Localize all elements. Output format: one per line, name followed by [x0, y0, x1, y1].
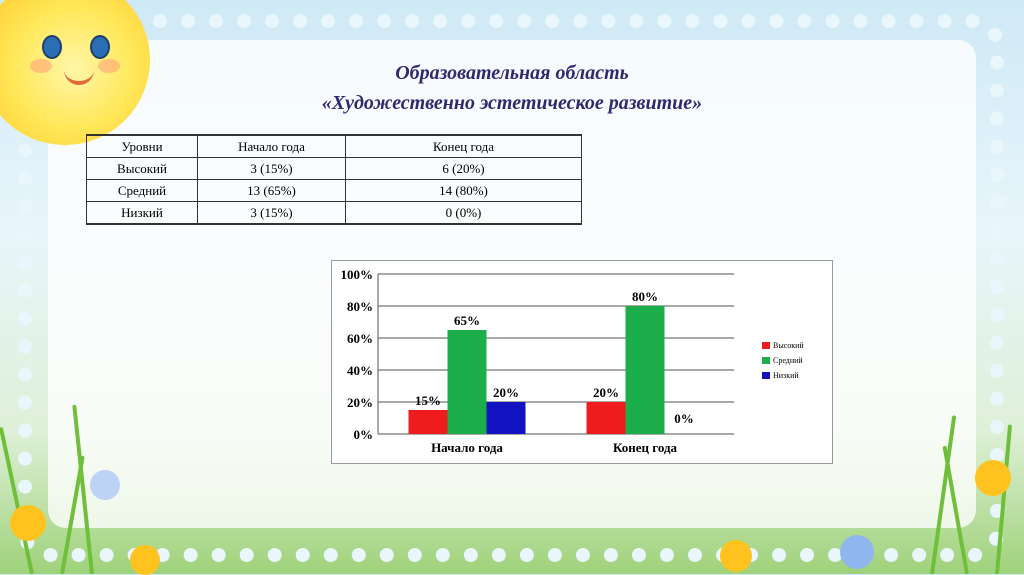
bar [486, 402, 526, 434]
y-tick-label: 80% [347, 299, 373, 314]
bar [586, 402, 626, 434]
table-header-cell: Начало года [197, 134, 346, 158]
page-title-line1: Образовательная область [395, 62, 629, 84]
flower-icon [130, 545, 160, 575]
y-tick-label: 20% [347, 395, 373, 410]
data-label: 15% [415, 393, 441, 408]
sun-mouth [64, 67, 94, 85]
legend-swatch [762, 342, 770, 349]
table-cell: 14 (80%) [345, 179, 582, 202]
data-label: 20% [593, 385, 619, 400]
bar-chart: 0% 20% 40% 60% 80% 100% 15% 65% 20% Начало года 20… [331, 260, 833, 464]
y-tick-label: 0% [354, 427, 374, 442]
bar-chart-svg: 0% 20% 40% 60% 80% 100% 15% 65% 20% Начало года 20… [341, 267, 805, 455]
data-label: 80% [632, 289, 658, 304]
sun-eye-right [90, 35, 110, 59]
sun-cheek-right [98, 59, 120, 73]
table-cell: 6 (20%) [345, 157, 582, 180]
flower-icon [975, 460, 1011, 496]
sun-eye-left [42, 35, 62, 59]
x-tick-label: Конец года [613, 440, 678, 455]
legend-swatch [762, 372, 770, 379]
table-cell: Низкий [86, 201, 198, 225]
data-label: 20% [493, 385, 519, 400]
legend-label: Низкий [773, 371, 799, 380]
table-row: Высокий 3 (15%) 6 (20%) [86, 157, 582, 180]
bar [408, 410, 448, 434]
page-title-line2: «Художественно эстетическое развитие» [321, 92, 703, 114]
flower-icon [10, 505, 46, 541]
flower-icon [720, 540, 752, 572]
y-tick-label: 60% [347, 331, 373, 346]
table-row: Средний 13 (65%) 14 (80%) [86, 179, 582, 202]
x-tick-label: Начало года [431, 440, 503, 455]
legend-label: Высокий [773, 341, 804, 350]
table-cell: 3 (15%) [197, 157, 346, 180]
legend-swatch [762, 357, 770, 364]
table-header-cell: Конец года [345, 134, 582, 158]
levels-table: Уровни Начало года Конец года Высокий 3 … [86, 134, 582, 225]
table-cell: Средний [86, 179, 198, 202]
table-cell: 13 (65%) [197, 179, 346, 202]
bar [447, 330, 487, 434]
y-tick-label: 100% [341, 267, 374, 282]
table-header-cell: Уровни [86, 134, 198, 158]
bar [625, 306, 665, 434]
decorative-frame [18, 14, 1004, 562]
table-header-row: Уровни Начало года Конец года [86, 134, 582, 158]
y-tick-label: 40% [347, 363, 373, 378]
legend-label: Средний [773, 356, 803, 365]
table-cell: 0 (0%) [345, 201, 582, 225]
flower-icon [90, 470, 120, 500]
table-row: Низкий 3 (15%) 0 (0%) [86, 201, 582, 225]
flower-icon [840, 535, 874, 569]
table-cell: 3 (15%) [197, 201, 346, 225]
table-cell: Высокий [86, 157, 198, 180]
sun-cheek-left [30, 59, 52, 73]
data-label: 0% [674, 411, 694, 426]
data-label: 65% [454, 313, 480, 328]
